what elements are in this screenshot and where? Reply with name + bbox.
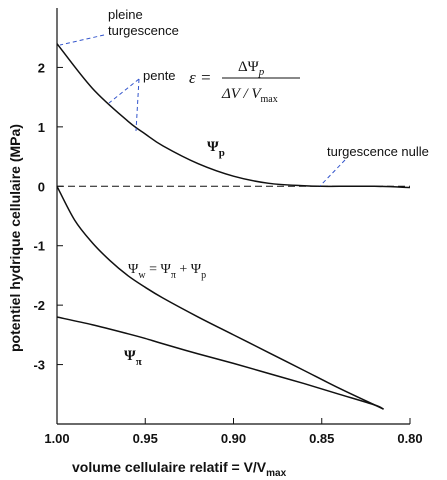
x-tick-label: 0.95 (133, 431, 158, 446)
series-group (56, 43, 411, 410)
x-axis-title: volume cellulaire relatif = V/Vmax (72, 459, 287, 479)
x-axis-title-main: volume cellulaire relatif = V/V (72, 459, 267, 475)
formula-numerator: ΔΨp (238, 59, 265, 78)
formula-den-sub: max (261, 94, 278, 105)
annotation-pente-pointer-2 (135, 78, 140, 132)
annotation-pleine-pointer (59, 34, 105, 46)
y-axis-title: potentiel hydrique cellulaire (MPa) (7, 124, 23, 352)
x-tick-label: 1.00 (44, 431, 69, 446)
psi-w-sub-p: p (201, 270, 206, 281)
epsilon-symbol: ε = (189, 68, 211, 87)
series-label-psi-w: Ψw = Ψπ + Ψp (128, 262, 206, 281)
x-tick-label: 0.90 (221, 431, 246, 446)
psi-w-sub-pi: π (171, 270, 176, 281)
psi-w-symbol: Ψ (128, 262, 139, 277)
formula-denominator: ΔV / Vmax (221, 86, 278, 105)
y-tick-label: -2 (33, 298, 45, 313)
annotation-turgescence: turgescence (108, 23, 179, 38)
series-label-psi-p: Ψp (207, 139, 225, 159)
formula-num-sub: p (258, 66, 265, 78)
annotation-pente-pointer-1 (108, 78, 140, 104)
psi-w-sub: w (138, 270, 146, 281)
y-ticks: 2 1 0 -1 -2 -3 (33, 60, 63, 373)
annotation-pente: pente (143, 68, 176, 83)
y-tick-label: 2 (38, 60, 45, 75)
x-ticks: 1.00 0.95 0.90 0.85 0.80 (44, 418, 423, 446)
psi-p-sub: p (219, 147, 225, 159)
annotation-turgescence-nulle: turgescence nulle (327, 144, 429, 159)
annotation-turgescence-nulle-pointer (319, 159, 346, 187)
series-line-psi-pi (56, 316, 384, 410)
series-label-psi-pi: Ψπ (124, 348, 142, 368)
annotation-pleine: pleine (108, 7, 143, 22)
psi-w-plus: + Ψ (176, 262, 202, 277)
x-axis-title-sub: max (266, 468, 286, 479)
series-line-psi-w (56, 185, 384, 410)
series-line-psi-p (56, 43, 411, 189)
y-tick-label: 1 (38, 120, 45, 135)
psi-w-eq: = Ψ (146, 262, 172, 277)
psi-p-symbol: Ψ (207, 139, 219, 155)
y-tick-label: -3 (33, 358, 45, 373)
y-tick-label: 0 (38, 179, 45, 194)
y-tick-label: -1 (33, 239, 45, 254)
psi-pi-sub: π (136, 356, 142, 368)
formula-num-main: ΔΨ (238, 59, 260, 75)
x-tick-label: 0.80 (397, 431, 422, 446)
psi-pi-symbol: Ψ (124, 348, 136, 364)
formula-den-main: ΔV / V (221, 86, 262, 102)
x-tick-label: 0.85 (309, 431, 334, 446)
